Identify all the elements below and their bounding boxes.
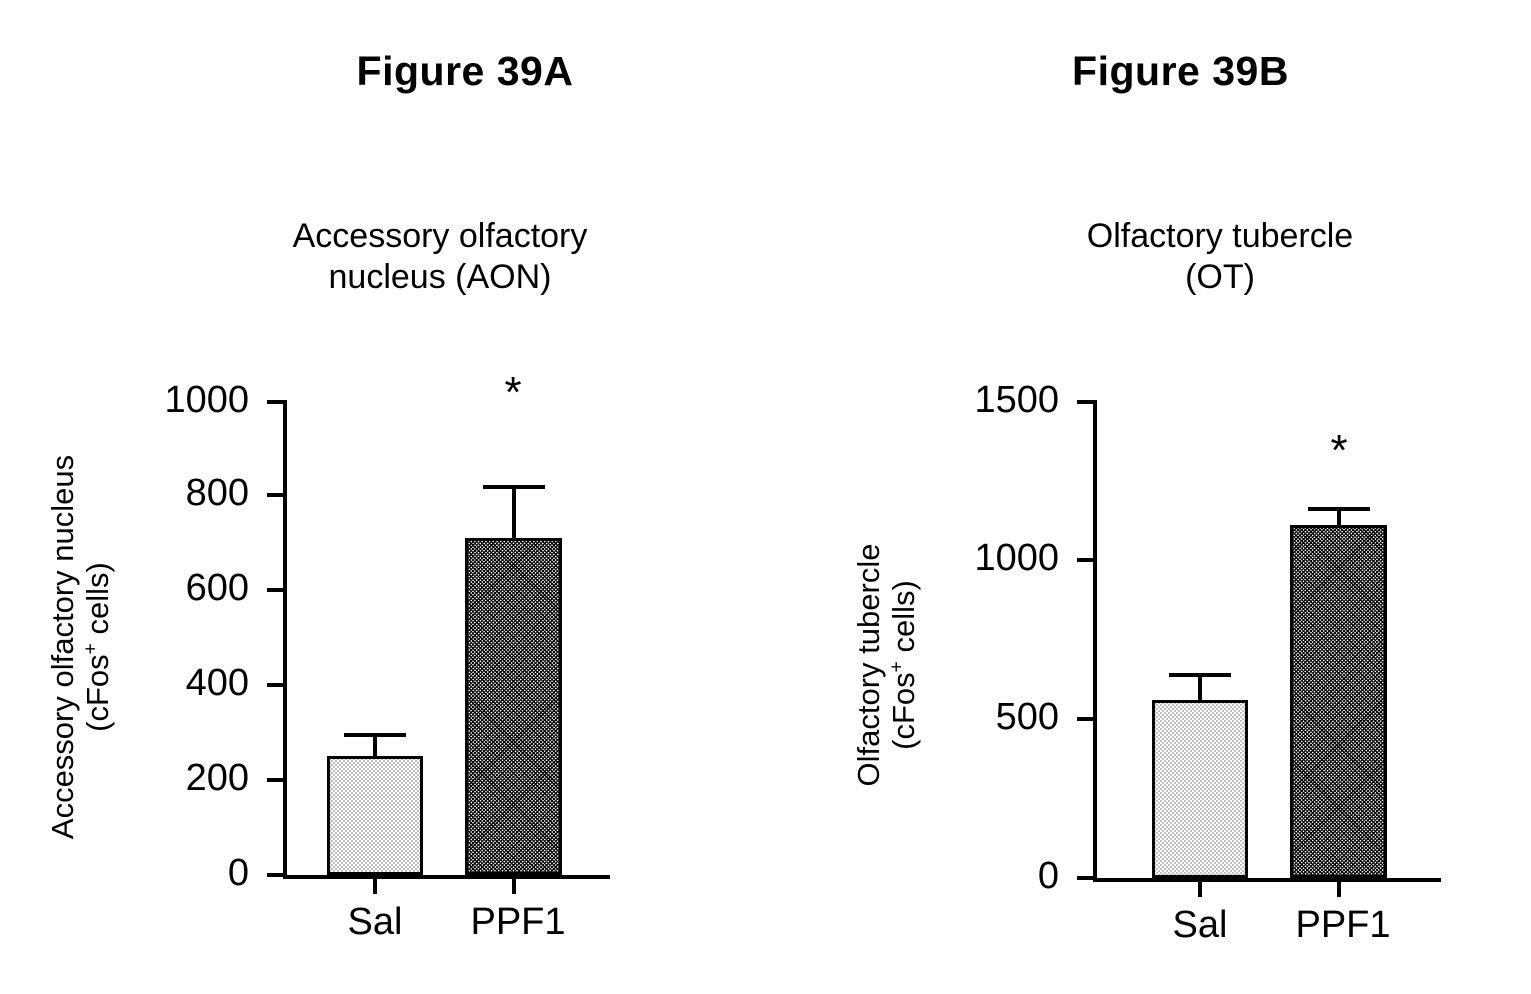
y-axis-line-b — [1093, 400, 1097, 878]
y-tick-1500-b: 1500 — [974, 381, 1093, 419]
x-axis-label-ppf1-b: PPF1 — [1295, 904, 1391, 946]
bar-ppf1-a — [465, 538, 562, 875]
error-bar-stem-ppf1-a — [511, 485, 516, 538]
figure-panel-a: Figure 39A Accessory olfactory nucleus (… — [45, 48, 613, 952]
y-tick-label-800-a: 800 — [185, 472, 249, 514]
y-tick-200-a: 200 — [186, 759, 283, 797]
y-axis-title-a: Accessory olfactory nucleus (cFos+ cells… — [45, 342, 116, 952]
bar-sal-a — [327, 756, 423, 875]
chart-title-b: Olfactory tubercle (OT) — [1086, 217, 1354, 297]
error-bar-stem-sal-a — [373, 733, 377, 756]
y-tick-0-b: 0 — [1038, 857, 1093, 895]
chart-title-a: Accessory olfactory nucleus (AON) — [292, 217, 588, 297]
y-tick-500-b: 500 — [996, 698, 1093, 736]
x-axis-label-sal-b: Sal — [1172, 904, 1228, 946]
superscript-plus-b: + — [886, 661, 908, 673]
y-tick-label-1500-b: 1500 — [974, 379, 1059, 421]
y-axis-title-line2-b: (cFos+ cells) — [885, 400, 922, 930]
error-bar-cap-sal-a — [344, 733, 406, 737]
y-tick-label-500-b: 500 — [995, 696, 1059, 738]
y-axis-title-units-a: (cFos — [79, 654, 115, 732]
y-axis-title-units-end-b: cells) — [885, 580, 921, 662]
x-tick-ppf1-a — [512, 879, 516, 894]
error-bar-cap-sal-b — [1169, 673, 1231, 677]
x-axis-label-ppf1-a: PPF1 — [470, 901, 566, 943]
significance-asterisk-a: * — [504, 368, 522, 417]
error-bar-stem-sal-b — [1198, 673, 1202, 700]
error-bar-cap-ppf1-a — [482, 485, 545, 489]
y-axis-title-b: Olfactory tubercle (cFos+ cells) — [851, 400, 922, 930]
y-tick-600-a: 600 — [186, 569, 283, 607]
y-tick-400-a: 400 — [186, 664, 283, 702]
y-axis-title-units-end-a: cells) — [79, 562, 115, 644]
y-tick-label-1000-b: 1000 — [974, 537, 1059, 579]
figure-label-a: Figure 39A — [356, 48, 574, 94]
y-tick-label-1000-a: 1000 — [164, 379, 249, 421]
error-bar-ppf1-b — [1290, 507, 1387, 525]
x-axis-line-a — [283, 875, 610, 879]
figure-label-b: Figure 39B — [1072, 48, 1289, 94]
bar-sal-b — [1152, 700, 1248, 878]
y-tick-label-0-b: 0 — [1037, 855, 1059, 897]
error-bar-sal-a — [327, 733, 423, 756]
plot-area-a: 0 200 400 600 800 1000 * — [164, 371, 613, 941]
y-axis-line-a — [283, 400, 287, 875]
x-tick-ppf1-b — [1337, 882, 1341, 897]
bar-ppf1-b — [1290, 525, 1387, 878]
y-tick-800-a: 800 — [186, 474, 283, 512]
x-tick-sal-b — [1198, 882, 1202, 897]
x-axis-label-sal-a: Sal — [347, 901, 403, 943]
y-axis-title-line1-b: Olfactory tubercle — [851, 543, 886, 787]
error-bar-sal-b — [1152, 673, 1248, 700]
error-bar-cap-ppf1-b — [1307, 507, 1370, 511]
significance-asterisk-b: * — [1330, 426, 1348, 475]
error-bar-ppf1-a — [465, 485, 562, 538]
y-axis-title-line2-a: (cFos+ cells) — [79, 342, 116, 952]
plot-area-b: 0 500 1000 1500 * Sal PPF1 — [974, 381, 1443, 944]
y-tick-1000-a: 1000 — [164, 381, 283, 419]
y-tick-label-0-a: 0 — [227, 852, 249, 894]
y-tick-label-400-a: 400 — [185, 662, 249, 704]
y-tick-1000-b: 1000 — [974, 539, 1093, 577]
figure-panel-b: Figure 39B Olfactory tubercle (OT) — [800, 0, 1531, 994]
x-axis-line-b — [1093, 878, 1441, 882]
y-tick-label-200-a: 200 — [185, 757, 249, 799]
y-tick-0-a: 0 — [228, 854, 283, 892]
y-axis-title-units-b: (cFos — [885, 672, 921, 750]
y-tick-label-600-a: 600 — [185, 567, 249, 609]
superscript-plus-a: + — [80, 643, 102, 655]
x-tick-sal-a — [373, 879, 377, 894]
error-bar-stem-ppf1-b — [1336, 507, 1341, 525]
y-axis-title-line1-a: Accessory olfactory nucleus — [45, 454, 80, 840]
